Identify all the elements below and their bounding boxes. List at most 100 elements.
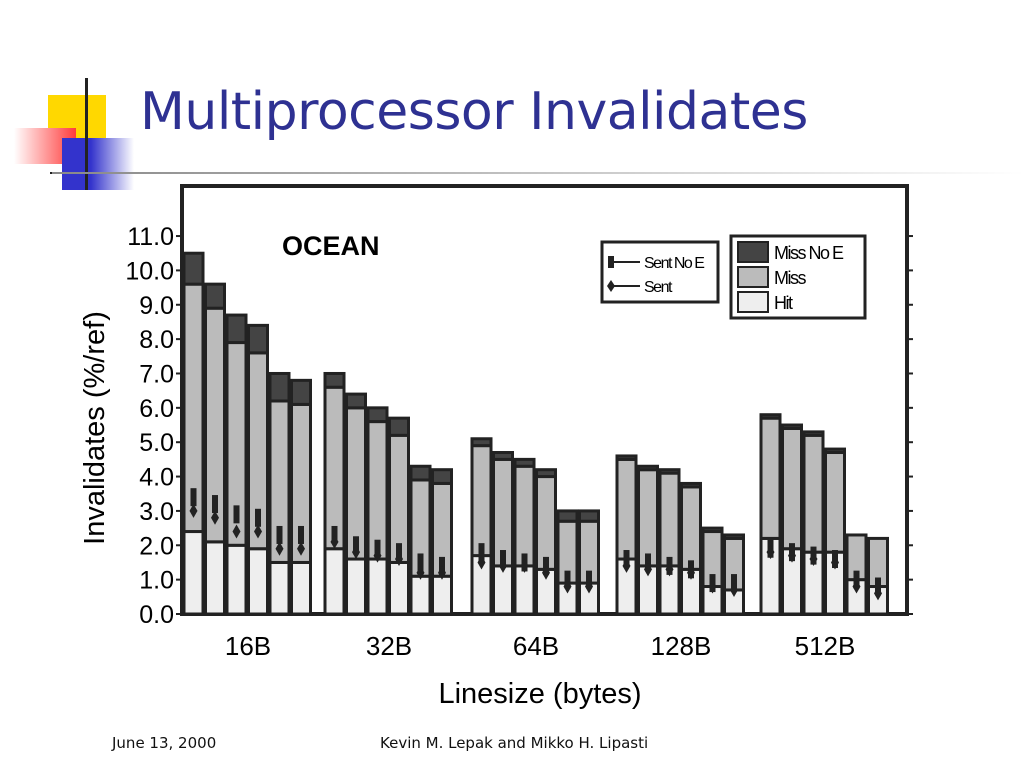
marker-sent [687, 565, 695, 580]
bar-hit [323, 547, 346, 616]
marker-sent [831, 555, 839, 570]
bar-miss [824, 451, 846, 554]
marker-sent [211, 510, 219, 525]
footer-date: June 13, 2000 [112, 734, 217, 752]
bar-hit [247, 547, 269, 616]
bar-miss [802, 433, 825, 554]
x-tick-label: 512B [795, 631, 856, 661]
marker-sent [809, 552, 818, 567]
bar-miss-no-e [781, 423, 803, 430]
x-tick-label: 64B [513, 631, 559, 661]
legend-swatch [737, 266, 769, 288]
legend-label: Miss No E [774, 243, 844, 263]
bar-miss-no-e [182, 251, 205, 286]
marker-sent-no-e [212, 495, 218, 514]
y-tick-label: 8.0 [139, 326, 174, 354]
bar-miss-no-e [431, 468, 453, 485]
slide-title: Multiprocessor Invalidates [140, 82, 808, 142]
deco-blue-square [62, 138, 134, 190]
bar-miss [492, 457, 514, 568]
bar-miss [366, 420, 389, 561]
y-tick-label: 10.0 [125, 257, 174, 285]
bar-miss-no-e [701, 526, 724, 534]
marker-sent [395, 552, 403, 567]
bar-miss-no-e [723, 533, 745, 540]
marker-sent [644, 562, 652, 577]
marker-sent [874, 586, 882, 601]
bar-miss-no-e [615, 454, 638, 461]
marker-sent [665, 562, 674, 577]
marker-sent [708, 579, 717, 594]
x-tick-label: 128B [651, 631, 712, 661]
bar-hit [290, 560, 312, 616]
y-tick-label: 4.0 [139, 464, 174, 492]
marker-legend-diamond [607, 280, 615, 292]
marker-sent [352, 545, 360, 560]
bar-miss-no-e [637, 464, 659, 472]
bar-hit [182, 530, 205, 616]
bar-hit [225, 543, 248, 616]
bar-hit [513, 564, 536, 616]
bar-miss [759, 416, 782, 540]
bar-miss-no-e [204, 282, 226, 310]
bar-miss-no-e [556, 509, 579, 523]
bar-miss [637, 468, 659, 568]
marker-sent [852, 579, 861, 594]
marker-sent [563, 579, 572, 594]
y-tick-label: 1.0 [139, 567, 174, 595]
marker-sent [766, 545, 775, 560]
bar-hit [345, 557, 367, 616]
bar-miss [323, 385, 346, 551]
bar-miss-no-e [345, 392, 367, 410]
chart-annotation: OCEAN [282, 231, 380, 261]
bar-miss-no-e [658, 468, 681, 475]
marker-sent [585, 579, 593, 594]
marker-sent [542, 565, 550, 580]
marker-sent [297, 541, 305, 556]
marker-sent-no-e [478, 543, 485, 562]
bar-miss-no-e [802, 430, 825, 437]
marker-legend-bar [608, 256, 614, 268]
deco-vertical-line [85, 78, 88, 190]
bar-hit [366, 557, 389, 616]
footer-authors: Kevin M. Lepak and Mikko H. Lipasti [380, 734, 649, 752]
marker-legend-box [600, 240, 720, 304]
marker-sent [520, 558, 529, 573]
marker-sent [438, 565, 446, 580]
y-tick-label: 7.0 [139, 360, 174, 388]
y-tick-label: 5.0 [139, 429, 174, 457]
bar-miss [615, 457, 638, 561]
legend-swatch [737, 241, 769, 263]
title-underline [52, 172, 1024, 174]
marker-sent [330, 534, 339, 549]
bar-hit [492, 564, 514, 616]
marker-sent [477, 555, 486, 570]
y-tick-label: 3.0 [139, 498, 174, 526]
bar-miss [470, 444, 493, 558]
marker-sent [373, 548, 382, 563]
bar-miss-no-e [290, 378, 312, 406]
marker-sent-no-e [298, 525, 304, 544]
marker-sent-no-e [417, 553, 424, 572]
marker-sent-no-e [190, 488, 197, 507]
marker-sent [730, 582, 738, 597]
y-tick-label: 11.0 [127, 223, 174, 251]
marker-sent [499, 558, 507, 573]
bar-miss-no-e [470, 437, 493, 448]
y-tick-label: 6.0 [139, 395, 174, 423]
bar-miss-no-e [578, 509, 600, 523]
bar-miss [658, 471, 681, 568]
bar-hit [388, 560, 410, 616]
x-tick-label: 32B [366, 631, 412, 661]
bar-miss-no-e [759, 413, 782, 420]
marker-sent [232, 524, 241, 539]
marker-sent [275, 541, 284, 556]
legend-swatch [737, 291, 769, 313]
bar-miss-no-e [247, 323, 269, 355]
marker-sent [622, 558, 631, 573]
bar-miss [680, 485, 702, 571]
x-tick-label: 16B [225, 631, 271, 661]
y-tick-label: 9.0 [139, 292, 174, 320]
bar-miss-no-e [535, 468, 557, 479]
